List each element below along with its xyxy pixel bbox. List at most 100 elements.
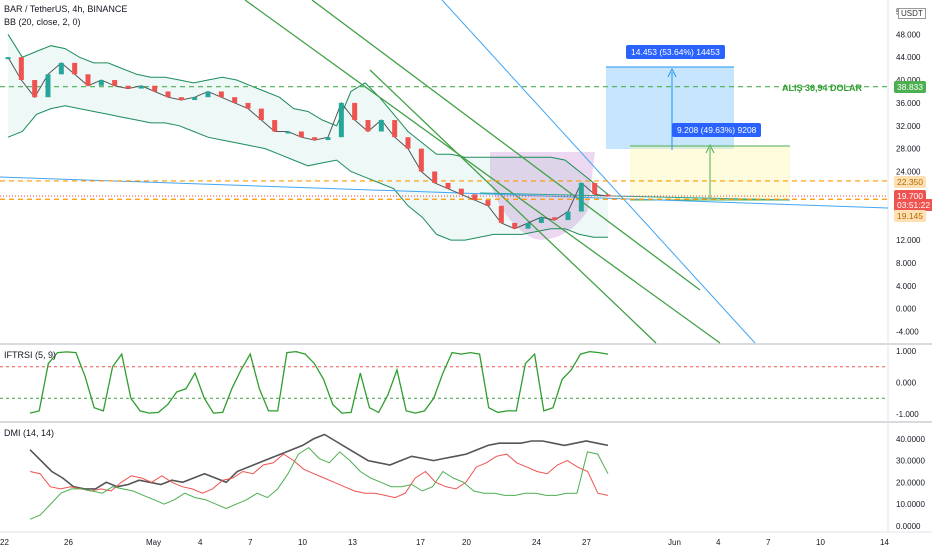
price-candle	[272, 120, 278, 132]
price-candle	[432, 171, 438, 183]
time-axis-tick: 13	[348, 538, 357, 547]
price-candle	[338, 102, 344, 138]
price-axis-tick: 44.000	[896, 53, 921, 62]
price-candle	[32, 80, 38, 98]
iftrsi-axis-tick: -1.000	[896, 410, 919, 419]
price-candle	[85, 74, 91, 86]
arrow-head-icon	[705, 143, 715, 154]
price-candle	[152, 85, 158, 92]
price-candle	[498, 205, 504, 223]
price-candle	[578, 182, 584, 212]
bollinger-upper-line	[7, 34, 609, 195]
target-box-upper-label: 14.453 (53.64%) 14453	[626, 45, 725, 59]
price-axis-tick: 8.000	[896, 259, 917, 268]
time-axis-tick: May	[146, 538, 161, 547]
arrow-head-icon	[667, 67, 677, 78]
iftrsi-axis-tick: 0.000	[896, 379, 917, 388]
target-box-lower-label: 9.208 (49.63%) 9208	[672, 123, 762, 137]
channel-upper-line	[244, 0, 721, 344]
price-candle	[485, 200, 491, 206]
price-candle	[298, 131, 304, 138]
price-axis-tick: 36.000	[896, 99, 921, 108]
price-candle	[125, 85, 131, 89]
price-axis-tick: 24.000	[896, 168, 921, 177]
price-candle	[418, 148, 424, 172]
dmi-axis-tick: 0.0000	[896, 522, 921, 531]
bollinger-bands-label: BB (20, close, 2, 0)	[4, 17, 81, 27]
price-candle	[405, 137, 411, 149]
dmi-minus-line	[29, 453, 609, 499]
iftrsi-pane-label: IFTRSI (5, 9)	[4, 350, 57, 360]
blue-support-line	[0, 176, 889, 209]
price-candle	[565, 211, 571, 221]
iftrsi-axis-tick: 1.000	[896, 347, 917, 356]
dmi-axis-tick: 40.0000	[896, 435, 925, 444]
price-candle	[392, 120, 398, 138]
price-candle	[552, 217, 558, 221]
price-candle	[312, 137, 318, 141]
price-axis-tick: 0.000	[896, 305, 917, 314]
channel-mid-line	[311, 0, 701, 291]
time-axis-tick: 24	[532, 538, 541, 547]
price-axis-tick: 40.000	[896, 76, 921, 85]
price-candle	[365, 120, 371, 132]
time-axis-tick: 27	[582, 538, 591, 547]
price-candle	[138, 85, 144, 89]
price-candle	[538, 217, 544, 223]
time-axis-tick: 7	[248, 538, 253, 547]
price-candle	[112, 80, 118, 86]
price-candle	[5, 57, 11, 60]
price-candle	[218, 91, 224, 98]
price-candle	[378, 120, 384, 132]
price-tag: 19.145	[894, 210, 926, 222]
time-axis-tick: 4	[716, 538, 721, 547]
time-axis-tick: 10	[298, 538, 307, 547]
price-candle	[165, 91, 171, 98]
time-axis-tick: 14	[880, 538, 889, 547]
time-axis-tick: 17	[416, 538, 425, 547]
price-candle	[472, 194, 478, 201]
price-candle	[512, 222, 518, 229]
price-axis-tick: 32.000	[896, 122, 921, 131]
symbol-title: BAR / TetherUS, 4h, BINANCE	[4, 4, 128, 14]
price-candle	[245, 102, 251, 109]
price-tag: 22.350	[894, 176, 926, 188]
dmi-axis-tick: 20.0000	[896, 478, 925, 487]
iftrsi-line	[29, 350, 609, 414]
price-candle	[58, 62, 64, 75]
price-candle	[285, 131, 291, 134]
dmi-plus-line	[29, 446, 609, 520]
currency-button[interactable]: USDT	[898, 8, 926, 19]
price-axis-tick: -4.000	[896, 328, 919, 337]
price-axis-tick: 4.000	[896, 282, 917, 291]
bollinger-lower-line	[7, 105, 608, 241]
dmi-adx-line	[29, 433, 609, 490]
price-candle	[352, 102, 358, 121]
price-tag: 03:51:22	[894, 199, 932, 211]
time-axis-tick: 7	[766, 538, 771, 547]
price-candle	[18, 57, 24, 81]
time-axis-tick: 10	[816, 538, 825, 547]
time-axis-tick: 20	[462, 538, 471, 547]
bollinger-fill	[8, 34, 608, 241]
price-axis-tick: 48.000	[896, 30, 921, 39]
dmi-axis-tick: 30.0000	[896, 457, 925, 466]
price-candle	[178, 97, 184, 101]
price-candle	[325, 137, 331, 141]
price-candle	[45, 74, 51, 98]
price-axis-tick: 12.000	[896, 236, 921, 245]
price-candle	[205, 91, 211, 98]
price-candle	[258, 108, 264, 121]
time-axis-tick: 4	[198, 538, 203, 547]
price-candle	[232, 97, 238, 103]
price-candle	[458, 188, 464, 195]
time-axis-tick: 22	[0, 538, 9, 547]
price-candle	[98, 80, 104, 86]
price-line	[7, 56, 609, 230]
channel-lower-line	[369, 69, 657, 344]
price-candle	[192, 97, 198, 101]
blue-trendline	[441, 0, 756, 344]
price-candle	[605, 194, 611, 197]
price-tag: 38.833	[894, 81, 926, 93]
